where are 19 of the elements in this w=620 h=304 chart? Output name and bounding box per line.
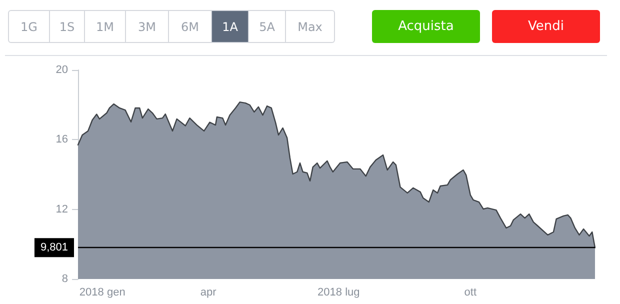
text: Max [286,10,335,43]
y-tick-label: 20 [56,64,68,76]
text: 1G [8,10,50,43]
text: 5A [249,10,286,43]
text: Vendi [492,10,600,43]
text: 1M [85,10,126,43]
y-tick-label: 8 [62,273,68,285]
x-tick-label: ott [464,286,477,298]
y-tick-label: 12 [56,203,68,216]
text: 1S [50,10,85,43]
x-tick-label: apr [200,286,217,298]
y-tick-label: 16 [56,134,68,146]
text: Acquista [372,10,480,43]
x-tick-label: 2018 gen [79,286,126,298]
text: 1A [212,10,249,43]
text: 6M [169,10,212,43]
x-tick-label: 2018 lug [318,286,360,298]
text: 3M [126,10,169,43]
ref-line-label: 9,801 [40,242,68,254]
